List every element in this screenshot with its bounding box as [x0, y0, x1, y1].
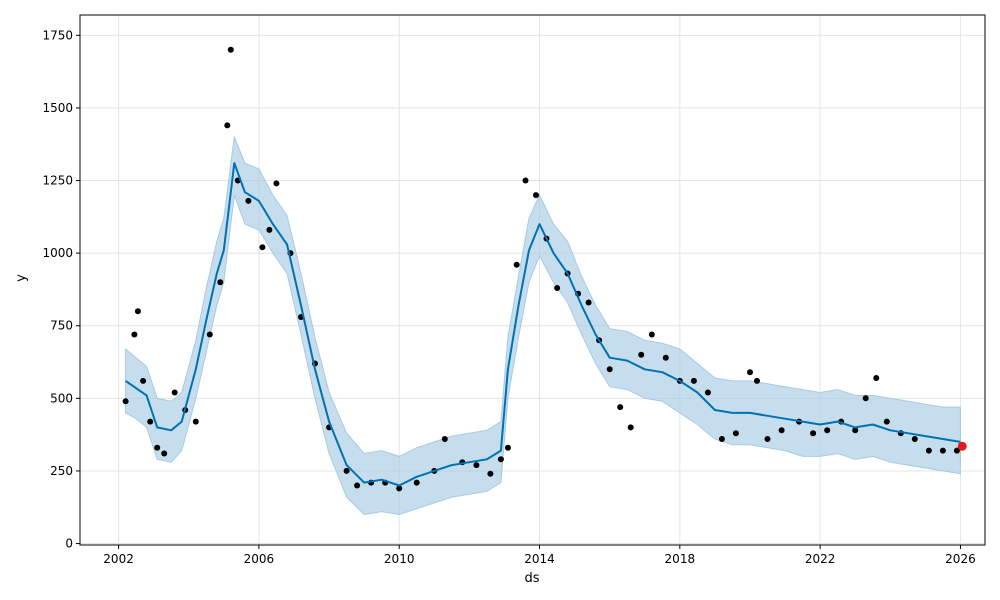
- observed-point: [617, 404, 624, 411]
- observed-point: [227, 46, 234, 53]
- observed-point: [504, 444, 511, 451]
- x-ticks: 2002 2006 2010 2014 2018 2022 2026: [103, 545, 976, 566]
- observed-point: [606, 366, 613, 373]
- observed-point: [413, 479, 420, 486]
- observed-point: [810, 430, 817, 437]
- observed-point: [732, 430, 739, 437]
- observed-point: [824, 427, 831, 434]
- latest-point: [957, 441, 967, 451]
- x-tick-label: 2002: [103, 552, 134, 566]
- observed-point: [718, 436, 725, 442]
- observed-point: [754, 377, 760, 384]
- observed-point: [217, 279, 224, 286]
- y-tick-label: 0: [65, 537, 73, 551]
- observed-point: [662, 354, 669, 361]
- observed-point: [778, 427, 785, 434]
- observed-point: [245, 197, 252, 204]
- observed-point: [585, 299, 592, 306]
- observed-point: [140, 377, 147, 384]
- observed-point: [873, 375, 880, 381]
- observed-point: [554, 285, 561, 291]
- observed-point: [122, 398, 129, 405]
- latest-point-group: [957, 441, 967, 451]
- observed-point: [224, 122, 231, 129]
- observed-point: [764, 436, 771, 442]
- observed-point: [354, 482, 361, 489]
- observed-point: [343, 467, 350, 474]
- y-tick-label: 500: [50, 391, 73, 405]
- y-tick-label: 250: [50, 464, 73, 478]
- observed-point: [441, 436, 448, 442]
- observed-point: [154, 444, 161, 451]
- observed-point: [396, 485, 403, 492]
- observed-point: [497, 456, 504, 463]
- x-tick-label: 2014: [524, 552, 555, 566]
- forecast-line-group: [125, 162, 961, 487]
- y-tick-label: 1250: [42, 174, 73, 188]
- x-tick-label: 2010: [384, 552, 415, 566]
- observed-point: [513, 261, 520, 268]
- observed-point: [852, 427, 859, 434]
- x-tick-label: 2006: [244, 552, 275, 566]
- observed-point: [131, 331, 138, 338]
- observed-point: [747, 369, 753, 376]
- y-tick-label: 1000: [42, 246, 73, 260]
- x-tick-label: 2022: [805, 552, 836, 566]
- observed-point: [273, 180, 280, 187]
- observed-point: [259, 244, 266, 251]
- observed-point: [171, 389, 178, 396]
- y-tick-label: 1750: [42, 28, 73, 42]
- forecast-line: [125, 162, 961, 487]
- observed-point: [134, 308, 141, 315]
- observed-point: [648, 331, 655, 338]
- x-axis-label: ds: [524, 571, 539, 586]
- observed-point: [911, 436, 918, 442]
- y-axis-label: y: [14, 274, 29, 282]
- observed-point: [939, 447, 946, 454]
- x-tick-label: 2018: [665, 552, 696, 566]
- observed-point: [192, 418, 199, 425]
- observed-point: [627, 424, 634, 431]
- observed-point: [690, 377, 697, 384]
- observed-point: [953, 447, 960, 454]
- y-tick-label: 750: [50, 319, 73, 333]
- observed-point: [266, 226, 273, 233]
- observed-point: [925, 447, 932, 454]
- observed-point: [638, 351, 645, 358]
- observed-point: [473, 462, 480, 469]
- y-tick-label: 1500: [42, 101, 73, 115]
- observed-point: [206, 331, 213, 338]
- plot-frame: [79, 14, 986, 546]
- observed-point: [161, 450, 168, 457]
- observed-point: [147, 418, 154, 425]
- observed-point: [883, 418, 890, 425]
- uncertainty-band: [125, 135, 961, 516]
- observed-point: [704, 389, 711, 396]
- observed-point: [487, 470, 494, 477]
- y-ticks: 0 250 500 750 1000 1250 1500 1750: [42, 28, 80, 551]
- observed-point: [533, 192, 539, 199]
- observed-point: [862, 395, 869, 402]
- x-tick-label: 2026: [945, 552, 976, 566]
- observed-point: [522, 177, 529, 184]
- uncertainty-interval: [125, 135, 961, 516]
